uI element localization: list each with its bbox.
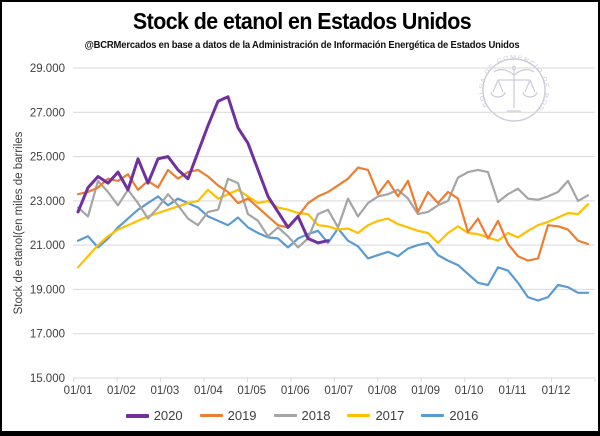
legend: 2020 2019 2018 2017 2016 [2, 408, 598, 423]
svg-text:01/02: 01/02 [107, 385, 136, 397]
svg-text:01/03: 01/03 [151, 385, 180, 397]
legend-item-2018: 2018 [273, 408, 331, 423]
svg-text:01/12: 01/12 [542, 385, 571, 397]
line-chart: BOLSA DE COMERCIO DE ROSARIO 29.000 27.00… [2, 2, 596, 397]
series-line-2018 [76, 168, 590, 249]
legend-swatch-2019 [199, 414, 223, 417]
chart-subtitle: @BCRMercados en base a datos de la Admin… [84, 39, 520, 51]
svg-text:01/11: 01/11 [499, 385, 527, 397]
svg-text:17.000: 17.000 [30, 329, 65, 341]
svg-text:01/05: 01/05 [237, 385, 266, 397]
legend-swatch-2020 [125, 413, 149, 418]
y-axis-title: Stock de etanol(en miles de barriles [13, 131, 25, 314]
legend-label-2017: 2017 [375, 408, 405, 423]
chart-title: Stock de etanol en Estados Unidos [132, 8, 472, 34]
legend-item-2016: 2016 [421, 408, 478, 423]
svg-text:01/08: 01/08 [368, 385, 397, 397]
legend-label-2019: 2019 [227, 408, 257, 423]
svg-text:01/04: 01/04 [194, 385, 223, 397]
x-axis-ticks [73, 378, 596, 382]
svg-text:29.000: 29.000 [30, 63, 65, 75]
legend-swatch-2018 [273, 414, 297, 417]
svg-text:01/07: 01/07 [324, 385, 353, 397]
legend-item-2017: 2017 [347, 408, 404, 423]
x-axis-labels: 01/01 01/02 01/03 01/04 01/05 01/06 01/07 01/08… [64, 385, 571, 397]
series-line-2020 [76, 95, 330, 245]
svg-text:25.000: 25.000 [30, 152, 65, 164]
watermark-text: BOLSA DE COMERCIO DE ROSARIO [2, 2, 549, 112]
legend-item-2020: 2020 [125, 408, 183, 423]
legend-item-2019: 2019 [199, 408, 257, 423]
legend-swatch-2017 [347, 414, 371, 417]
legend-label-2020: 2020 [153, 408, 183, 423]
svg-text:01/06: 01/06 [281, 385, 310, 397]
series-line-2017 [76, 188, 590, 269]
legend-label-2018: 2018 [301, 408, 331, 423]
svg-text:15.000: 15.000 [30, 373, 65, 385]
svg-text:19.000: 19.000 [30, 284, 65, 296]
svg-text:01/10: 01/10 [455, 385, 484, 397]
gridlines [73, 67, 595, 379]
svg-text:27.000: 27.000 [30, 107, 65, 119]
svg-text:23.000: 23.000 [30, 196, 65, 208]
y-axis-labels: 29.000 27.000 25.000 23.000 21.000 19.000 17.0… [30, 63, 65, 385]
data-series [76, 95, 590, 302]
svg-text:01/09: 01/09 [411, 385, 440, 397]
series-line-2019 [76, 166, 590, 262]
legend-label-2016: 2016 [449, 408, 479, 423]
watermark-logo: BOLSA DE COMERCIO DE ROSARIO [2, 2, 549, 122]
legend-swatch-2016 [421, 414, 445, 417]
svg-text:01/01: 01/01 [64, 385, 93, 397]
scales-icon [490, 65, 538, 112]
svg-text:21.000: 21.000 [30, 240, 65, 252]
